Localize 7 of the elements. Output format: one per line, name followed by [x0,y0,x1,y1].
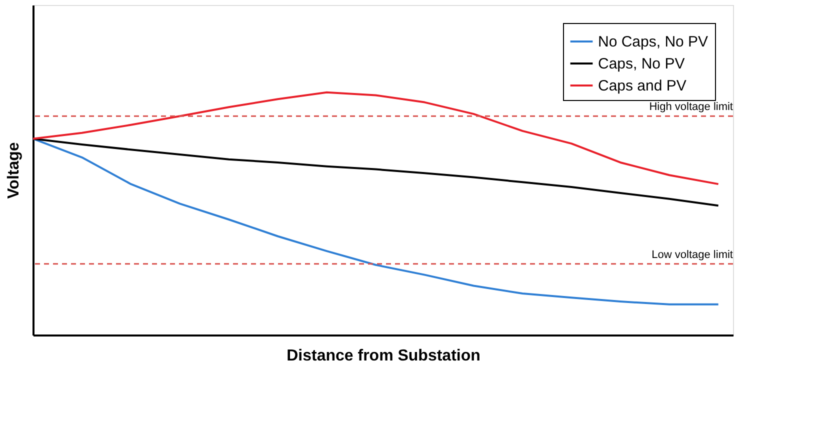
x-axis-title: Distance from Substation [286,348,480,364]
legend-label: No Caps, No PV [598,34,708,50]
y-axis-title: Voltage [6,142,22,199]
legend-label: Caps, No PV [598,56,685,72]
ref-line-label: High voltage limit [649,101,733,114]
ref-line-label: Low voltage limit [652,248,733,261]
legend-label: Caps and PV [598,78,686,94]
